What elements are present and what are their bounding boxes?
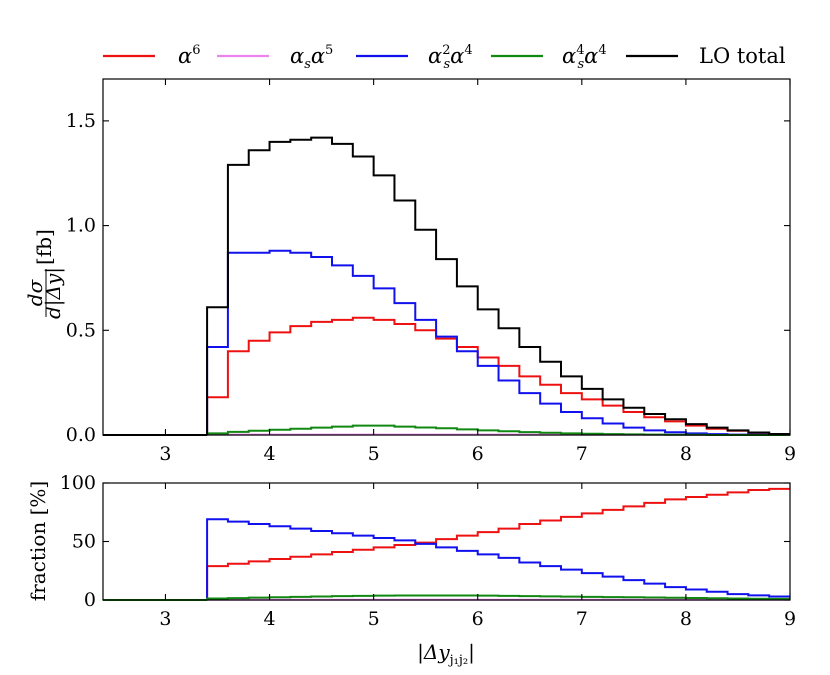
ratio-series-as2-alpha4 (103, 518, 790, 601)
legend-item-lo-total: LO total (626, 44, 786, 68)
ratio-ytick-label: 50 (72, 531, 96, 553)
ratio-xtick-label: 3 (159, 608, 171, 630)
legend-label-lo-total: LO total (699, 44, 786, 68)
main-ylabel-denominator: d|Δy| (41, 267, 66, 319)
main-ylabel-numerator: dσ (23, 278, 47, 306)
legend-label-alpha6: α6 (178, 43, 200, 68)
main-series-alpha6 (103, 316, 790, 436)
main-y-ticks: 0.0 0.5 1.0 1.5 (66, 110, 790, 446)
ratio-ytick-label: 0 (84, 589, 96, 611)
legend-item-as-alpha5: αsα5 (217, 43, 333, 72)
main-ytick-label: 0.5 (66, 319, 96, 341)
ratio-xtick-label: 6 (472, 608, 484, 630)
ratio-panel: 0 50 100 3 4 5 6 7 8 9 fraction [%] |Δyj₁j₂| (26, 472, 796, 668)
main-xtick-label: 4 (263, 443, 275, 465)
main-xtick-label: 5 (368, 443, 380, 465)
ratio-plot-area (103, 487, 790, 601)
ratio-y-ticks: 0 50 100 (60, 472, 790, 611)
legend-label-as-alpha5: αsα5 (290, 43, 333, 72)
legend-label-as4-alpha4: α4 sα4 (562, 43, 607, 72)
main-plot-area (103, 136, 790, 436)
ratio-xtick-label: 9 (784, 608, 796, 630)
main-x-ticks: 3 4 5 6 7 8 9 (159, 79, 796, 465)
ratio-y-axis-label: fraction [%] (26, 481, 50, 601)
ratio-series-alpha6 (103, 487, 790, 601)
ratio-x-ticks: 3 4 5 6 7 8 9 (159, 483, 796, 630)
ratio-frame (102, 482, 791, 601)
main-xtick-label: 7 (576, 443, 588, 465)
main-frame (102, 78, 791, 436)
main-series-lo-total (103, 136, 790, 436)
main-panel: 0.0 0.5 1.0 1.5 3 4 5 6 7 8 9 dσ d|Δy| [fb] (23, 78, 796, 465)
main-xtick-label: 9 (784, 443, 796, 465)
main-xtick-label: 8 (680, 443, 692, 465)
main-ytick-label: 1.5 (66, 110, 96, 132)
legend-item-as2-alpha4: α2 sα4 (356, 43, 473, 72)
main-ytick-label: 1.0 (66, 215, 96, 237)
legend-item-alpha6: α6 (103, 43, 200, 68)
ratio-xtick-label: 7 (576, 608, 588, 630)
legend-item-as4-alpha4: α4 sα4 (491, 43, 607, 72)
main-series-as2-alpha4 (103, 249, 790, 436)
ratio-ytick-label: 100 (60, 472, 96, 494)
legend-label-as2-alpha4: α2 sα4 (428, 43, 473, 72)
ratio-xtick-label: 5 (368, 608, 380, 630)
legend: α6 αsα5 α2 sα4 α4 sα4 LO total (103, 43, 786, 72)
ratio-xtick-label: 8 (680, 608, 692, 630)
ratio-x-axis-label: |Δyj₁j₂| (417, 640, 475, 668)
main-ylabel-unit: [fb] (32, 229, 56, 265)
ratio-xtick-label: 4 (263, 608, 275, 630)
main-xtick-label: 6 (472, 443, 484, 465)
main-xtick-label: 3 (159, 443, 171, 465)
main-y-axis-label: dσ d|Δy| [fb] (23, 229, 66, 319)
main-ytick-label: 0.0 (66, 424, 96, 446)
alpha6-power: 6 (192, 43, 200, 58)
